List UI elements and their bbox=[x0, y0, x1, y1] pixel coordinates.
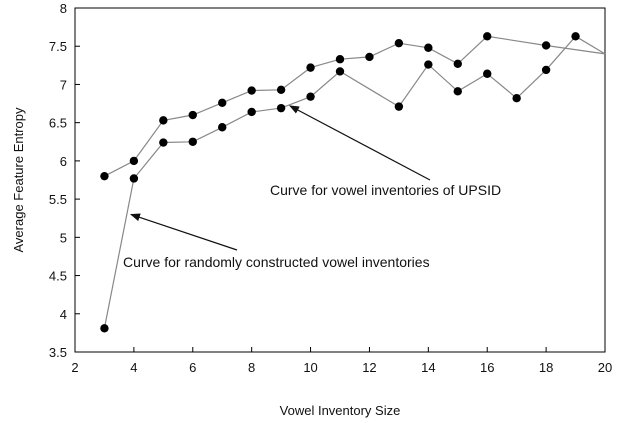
series-1-point bbox=[188, 137, 197, 146]
y-axis-ticks: 3.5 4 4.5 5 5.5 6 6.5 7 7.5 8 bbox=[49, 1, 80, 360]
y-tick-label: 4 bbox=[60, 307, 67, 322]
x-axis-ticks: 2 4 6 8 10 12 14 16 18 20 bbox=[71, 347, 612, 375]
annotation-random: Curve for randomly constructed vowel inv… bbox=[123, 254, 430, 270]
series-0-point bbox=[483, 32, 492, 41]
series-0-point bbox=[100, 171, 109, 181]
x-tick-label: 4 bbox=[130, 360, 137, 375]
series-0-point bbox=[394, 38, 404, 48]
y-tick-label: 4.5 bbox=[49, 269, 67, 284]
series-1-point bbox=[571, 32, 580, 41]
series-1-point bbox=[276, 103, 286, 113]
x-tick-label: 10 bbox=[303, 360, 317, 375]
series-1-point bbox=[159, 138, 168, 147]
y-tick-label: 6 bbox=[60, 154, 67, 169]
series-1-point bbox=[129, 174, 139, 183]
series-1-point bbox=[394, 102, 404, 111]
y-axis-title: Average Feature Entropy bbox=[11, 107, 26, 253]
series-layer bbox=[100, 32, 606, 333]
x-tick-label: 2 bbox=[71, 360, 78, 375]
series-1-point bbox=[218, 123, 227, 132]
series-1-point bbox=[512, 94, 521, 103]
series-1-point bbox=[100, 324, 109, 333]
series-1-point bbox=[247, 107, 256, 117]
series-0-point bbox=[188, 110, 197, 120]
series-1-point bbox=[483, 69, 492, 78]
series-0-line bbox=[104, 35, 606, 177]
x-tick-label: 18 bbox=[539, 360, 553, 375]
y-tick-label: 5 bbox=[60, 230, 67, 245]
y-tick-label: 8 bbox=[60, 1, 67, 16]
x-tick-label: 14 bbox=[421, 360, 435, 375]
x-tick-label: 6 bbox=[189, 360, 196, 375]
series-0-point bbox=[335, 55, 345, 64]
x-axis-title: Vowel Inventory Size bbox=[280, 403, 401, 418]
series-0-point bbox=[159, 116, 168, 125]
series-0-point bbox=[129, 156, 139, 166]
series-0-point bbox=[424, 43, 433, 52]
series-1-point bbox=[306, 92, 315, 101]
series-0-point bbox=[247, 86, 256, 95]
series-0-point bbox=[541, 41, 551, 50]
series-0-point bbox=[453, 59, 462, 69]
series-0-point bbox=[276, 85, 286, 94]
x-tick-label: 8 bbox=[248, 360, 255, 375]
y-tick-label: 3.5 bbox=[49, 345, 67, 360]
x-tick-label: 12 bbox=[362, 360, 376, 375]
y-tick-label: 6.5 bbox=[49, 116, 67, 131]
series-1-point bbox=[453, 87, 462, 96]
x-tick-label: 20 bbox=[598, 360, 612, 375]
y-tick-label: 5.5 bbox=[49, 192, 67, 207]
x-tick-label: 16 bbox=[480, 360, 494, 375]
series-1-point bbox=[335, 67, 345, 76]
y-tick-label: 7 bbox=[60, 77, 67, 92]
y-tick-label: 7.5 bbox=[49, 39, 67, 54]
series-0-point bbox=[306, 63, 315, 72]
annotation-arrow-random bbox=[129, 213, 238, 251]
series-1-point bbox=[424, 60, 433, 69]
annotation-upsid: Curve for vowel inventories of UPSID bbox=[270, 182, 501, 198]
plot-frame bbox=[74, 7, 606, 353]
series-1-point bbox=[541, 65, 551, 75]
annotation-arrow-upsid bbox=[289, 105, 431, 181]
series-0-point bbox=[218, 98, 227, 107]
series-0-point bbox=[365, 52, 374, 62]
